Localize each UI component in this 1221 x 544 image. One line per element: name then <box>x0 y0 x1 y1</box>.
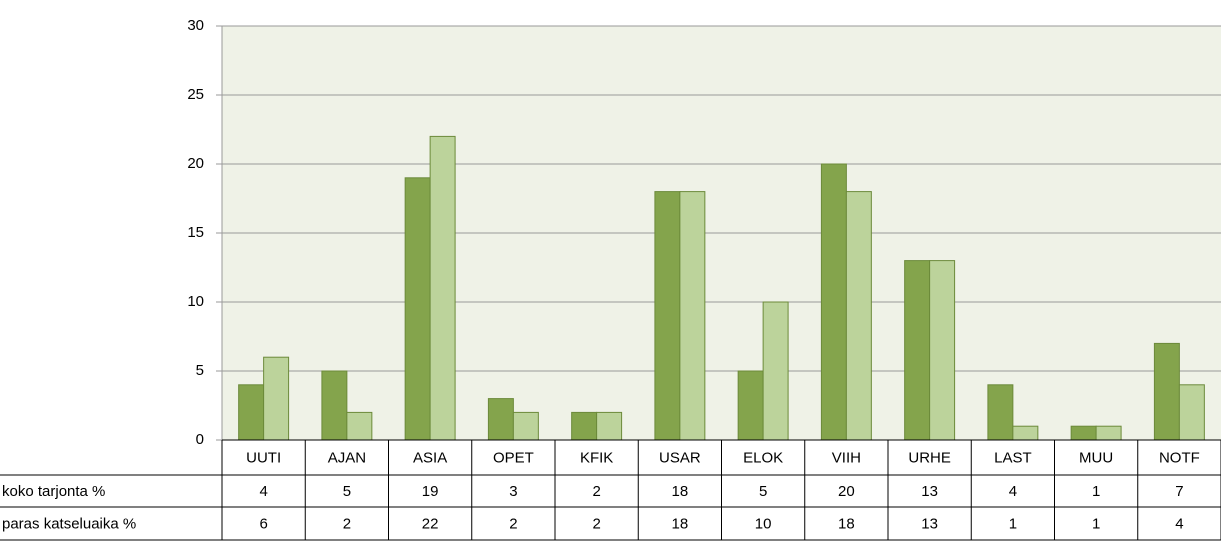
bar <box>512 411 539 441</box>
x-tick-label: URHE <box>908 449 951 466</box>
bar <box>987 384 1014 441</box>
table-value: 19 <box>422 483 439 500</box>
y-tick-label: 15 <box>187 224 204 241</box>
table-value: 7 <box>1175 483 1183 500</box>
table-value: 2 <box>592 515 600 532</box>
table-value: 4 <box>1175 515 1183 532</box>
bar <box>429 135 456 441</box>
x-tick-label: ELOK <box>743 449 783 466</box>
table-value: 2 <box>592 483 600 500</box>
table-value: 13 <box>921 515 938 532</box>
table-value: 18 <box>672 483 689 500</box>
table-value: 5 <box>343 483 351 500</box>
table-value: 2 <box>343 515 351 532</box>
x-tick-label: AJAN <box>328 449 366 466</box>
table-value: 6 <box>259 515 267 532</box>
table-value: 1 <box>1092 515 1100 532</box>
y-tick-label: 20 <box>187 155 204 172</box>
bar <box>263 356 290 441</box>
bar <box>596 411 623 441</box>
x-tick-label: MUU <box>1079 449 1113 466</box>
x-tick-label: ASIA <box>413 449 447 466</box>
legend-label: koko tarjonta % <box>2 483 105 500</box>
x-tick-label: OPET <box>493 449 534 466</box>
table-value: 4 <box>1009 483 1017 500</box>
legend-label: paras katseluaika % <box>2 515 136 532</box>
bar <box>238 384 265 441</box>
y-tick-label: 25 <box>187 86 204 103</box>
y-tick-label: 0 <box>196 431 204 448</box>
table-value: 4 <box>259 483 267 500</box>
table-value: 2 <box>509 515 517 532</box>
bar <box>487 398 514 441</box>
bar <box>571 411 598 441</box>
table-value: 20 <box>838 483 855 500</box>
x-tick-label: VIIH <box>832 449 861 466</box>
table-value: 1 <box>1009 515 1017 532</box>
bar <box>845 191 872 441</box>
table-value: 10 <box>755 515 772 532</box>
y-tick-label: 5 <box>196 362 204 379</box>
bar <box>1153 342 1180 441</box>
bar <box>737 370 764 441</box>
bar <box>929 260 956 441</box>
table-value: 5 <box>759 483 767 500</box>
table-value: 18 <box>672 515 689 532</box>
bar <box>321 370 348 441</box>
bar <box>404 177 431 441</box>
bar <box>654 191 681 441</box>
table-value: 18 <box>838 515 855 532</box>
bar <box>1070 425 1097 441</box>
x-tick-label: UUTI <box>246 449 281 466</box>
bar <box>1178 384 1205 441</box>
bar <box>820 163 847 441</box>
table-value: 1 <box>1092 483 1100 500</box>
bar <box>679 191 706 441</box>
x-tick-label: NOTF <box>1159 449 1200 466</box>
y-tick-label: 30 <box>187 17 204 34</box>
bar <box>904 260 931 441</box>
x-tick-label: USAR <box>659 449 701 466</box>
x-tick-label: KFIK <box>580 449 613 466</box>
table-value: 3 <box>509 483 517 500</box>
table-value: 13 <box>921 483 938 500</box>
x-tick-label: LAST <box>994 449 1032 466</box>
y-tick-label: 10 <box>187 293 204 310</box>
bar <box>1095 425 1122 441</box>
table-value: 22 <box>422 515 439 532</box>
bar <box>346 411 373 441</box>
bar <box>1012 425 1039 441</box>
bar <box>762 301 789 441</box>
